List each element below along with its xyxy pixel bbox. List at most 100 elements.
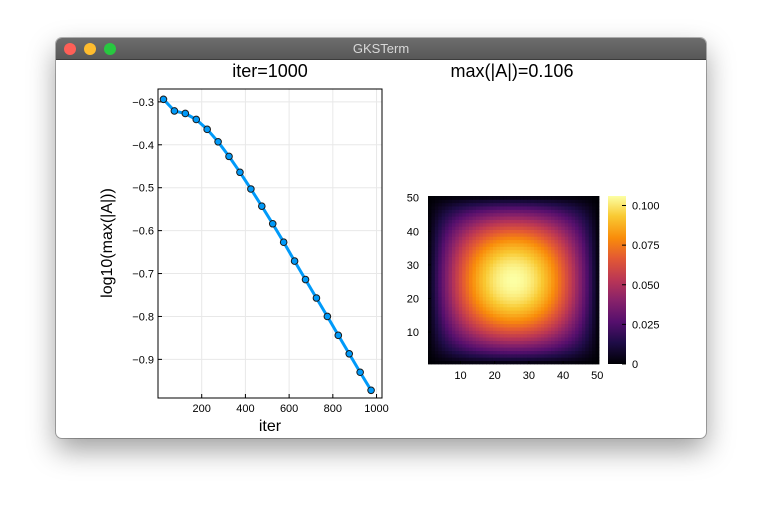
heatmap-cell [537,303,542,308]
heatmap-cell [462,222,467,227]
heatmap-cell [455,306,460,311]
heatmap-cell [465,330,470,335]
zoom-button[interactable] [104,43,116,55]
heatmap-cell [530,219,535,224]
minimize-button[interactable] [84,43,96,55]
heatmap-cell [585,269,590,274]
heatmap-cell [592,269,596,274]
heatmap-cell [496,276,501,281]
heatmap-cell [544,276,549,281]
heatmap-cell [486,283,490,288]
heatmap-cell [520,216,525,220]
heatmap-cell [431,269,436,274]
heatmap-cell [551,229,555,234]
heatmap-cell [513,316,518,321]
heatmap-cell [568,266,573,271]
heatmap-cell [492,229,497,234]
heatmap-cell [434,330,439,335]
heatmap-cell [592,249,596,254]
heatmap-cell [564,303,569,308]
heatmap-cell [592,327,596,331]
heatmap-cell [544,202,549,207]
heatmap-cell [434,266,439,271]
heatmap-cell [458,273,463,278]
heatmap-cell [534,276,538,281]
heatmap-cell [581,256,586,261]
heatmap-cell [537,249,542,254]
heatmap-cell [537,226,542,230]
heatmap-cell [523,316,528,321]
heatmap-cell [434,313,439,318]
heatmap-cell [434,209,439,214]
heatmap-cell [575,330,579,335]
title-bar[interactable]: GKSTerm [56,38,706,60]
heatmap-cell [428,343,432,348]
heatmap-cell [540,246,545,251]
heatmap-cell [520,320,525,325]
heatmap-cell [441,337,446,341]
heatmap-cell [428,310,432,314]
heatmap-cell [486,239,490,244]
heatmap-cell [462,343,467,348]
heatmap-cell [479,199,484,204]
heatmap-cell [578,327,583,331]
heatmap-cell [516,350,521,355]
heatmap-cell [506,300,511,304]
heatmap-cell [496,310,501,314]
heatmap-cell [462,306,467,311]
heatmap-cell [482,196,487,200]
heatmap-cell [428,323,432,328]
heatmap-cell [544,293,549,298]
heatmap-cell [445,320,449,325]
heatmap-cell [506,256,511,261]
heatmap-cell [458,219,463,224]
heatmap-cell [513,232,518,237]
heatmap-cell [527,333,531,338]
heatmap-cell [581,269,586,274]
heatmap-cell [578,310,583,314]
heatmap-cell [503,357,508,362]
heatmap-cell [499,347,504,351]
heatmap-cell [428,357,432,362]
heatmap-cell [530,283,535,288]
heatmap-cell [510,259,514,264]
close-button[interactable] [64,43,76,55]
heatmap-cell [578,337,583,341]
heatmap-cell [448,286,453,291]
heatmap-cell [564,286,569,291]
heatmap-cell [441,276,446,281]
heatmap-cell [438,360,443,365]
heatmap-cell [557,253,562,257]
heatmap-cell [547,283,552,288]
heatmap-cell [547,236,552,241]
heatmap-cell [428,276,432,281]
heatmap-cell [561,212,566,217]
heatmap-cell [465,229,470,234]
heatmap-cell [455,216,460,220]
heatmap-cell [475,229,480,234]
heatmap-cell [472,222,477,227]
heatmap-y-tick-label: 30 [407,260,419,272]
heatmap-cell [496,266,501,271]
heatmap-cell [540,306,545,311]
heatmap-cell [486,360,490,365]
heatmap-cell [540,259,545,264]
heatmap-cell [451,269,456,274]
heatmap-cell [462,303,467,308]
heatmap-cell [496,229,501,234]
heatmap-cell [585,313,590,318]
heatmap-cell [451,286,456,291]
heatmap-cell [479,327,484,331]
heatmap-cell [434,350,439,355]
heatmap-cell [458,327,463,331]
data-point [290,257,299,265]
heatmap-cell [441,350,446,355]
heatmap-cell [448,320,453,325]
heatmap-cell [506,276,511,281]
heatmap-cell [492,320,497,325]
heatmap-cell [544,296,549,301]
x-tick-label: 600 [280,403,298,415]
heatmap-cell [434,286,439,291]
heatmap-cell [479,340,484,345]
heatmap-cell [530,209,535,214]
